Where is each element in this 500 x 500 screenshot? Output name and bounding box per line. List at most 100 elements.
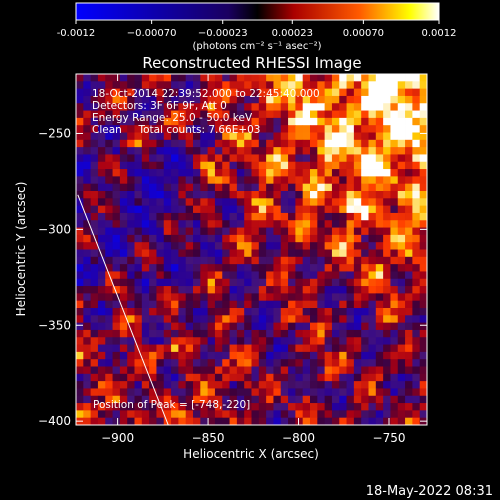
heatmap-cell <box>244 271 252 280</box>
heatmap-cell <box>280 139 289 148</box>
heatmap-cell <box>156 95 165 104</box>
heatmap-cell <box>207 95 216 104</box>
heatmap-cell <box>193 183 201 192</box>
heatmap-cell <box>397 183 406 192</box>
heatmap-cell <box>149 147 157 155</box>
heatmap-cell <box>90 344 99 353</box>
heatmap-cell <box>112 366 121 375</box>
heatmap-cell <box>119 271 128 280</box>
heatmap-cell <box>200 198 209 207</box>
heatmap-cell <box>141 366 150 375</box>
heatmap-cell <box>149 161 157 170</box>
heatmap-cell <box>171 329 179 338</box>
heatmap-cell <box>317 161 326 170</box>
heatmap-cell <box>97 88 106 97</box>
heatmap-cell <box>331 242 340 250</box>
heatmap-cell <box>200 234 209 243</box>
heatmap-cell <box>375 125 384 133</box>
heatmap-cell <box>163 278 172 287</box>
heatmap-cell <box>288 300 296 309</box>
heatmap-cell <box>163 74 172 82</box>
heatmap-cell <box>193 373 201 382</box>
heatmap-cell <box>222 351 230 360</box>
heatmap-cell <box>76 242 84 250</box>
heatmap-cell <box>390 212 399 221</box>
heatmap-cell <box>163 227 172 236</box>
heatmap-cell <box>383 373 391 382</box>
heatmap-cell <box>288 410 296 419</box>
heatmap-cell <box>331 249 340 258</box>
heatmap-cell <box>375 329 384 338</box>
heatmap-cell <box>397 191 406 199</box>
heatmap-cell <box>229 351 238 360</box>
heatmap-cell <box>317 315 326 324</box>
heatmap-cell <box>390 74 399 82</box>
heatmap-cell <box>258 169 267 177</box>
heatmap-cell <box>97 205 106 214</box>
heatmap-cell <box>273 161 282 170</box>
heatmap-cell <box>90 74 99 82</box>
heatmap-cell <box>302 286 311 294</box>
heatmap-cell <box>251 117 260 126</box>
heatmap-cell <box>229 403 238 411</box>
heatmap-cell <box>193 337 201 345</box>
heatmap-cell <box>266 139 274 148</box>
heatmap-cell <box>134 359 143 367</box>
heatmap-cell <box>229 395 238 404</box>
heatmap-cell <box>383 403 391 411</box>
heatmap-cell <box>375 403 384 411</box>
heatmap-cell <box>171 373 179 382</box>
y-tick-label: −250 <box>38 126 71 140</box>
heatmap-cell <box>193 315 201 324</box>
heatmap-cell <box>324 410 333 419</box>
heatmap-cell <box>258 88 267 97</box>
heatmap-cell <box>310 256 318 265</box>
heatmap-cell <box>310 147 318 155</box>
heatmap-cell <box>119 125 128 133</box>
heatmap-cell <box>185 103 194 111</box>
heatmap-cell <box>383 183 391 192</box>
heatmap-cell <box>273 388 282 397</box>
heatmap-cell <box>149 212 157 221</box>
heatmap-cell <box>127 300 135 309</box>
heatmap-cell <box>419 191 427 199</box>
heatmap-cell <box>119 403 128 411</box>
heatmap-cell <box>222 81 230 90</box>
heatmap-cell <box>141 132 150 141</box>
heatmap-cell <box>193 278 201 287</box>
heatmap-cell <box>214 337 223 345</box>
heatmap-cell <box>83 329 92 338</box>
heatmap-cell <box>258 322 267 331</box>
heatmap-cell <box>375 161 384 170</box>
heatmap-cell <box>346 117 355 126</box>
heatmap-cell <box>317 373 326 382</box>
heatmap-cell <box>97 191 106 199</box>
heatmap-cell <box>207 308 216 316</box>
heatmap-cell <box>258 191 267 199</box>
heatmap-cell <box>214 81 223 90</box>
heatmap-cell <box>244 286 252 294</box>
heatmap-cell <box>244 329 252 338</box>
heatmap-cell <box>331 351 340 360</box>
heatmap-cell <box>105 322 113 331</box>
heatmap-cell <box>397 344 406 353</box>
heatmap-cell <box>229 169 238 177</box>
heatmap-cell <box>383 191 391 199</box>
heatmap-cell <box>244 388 252 397</box>
heatmap-cell <box>134 395 143 404</box>
heatmap-cell <box>105 183 113 192</box>
heatmap-cell <box>258 256 267 265</box>
heatmap-cell <box>244 139 252 148</box>
heatmap-cell <box>83 286 92 294</box>
heatmap-cell <box>317 417 326 425</box>
heatmap-cell <box>405 212 413 221</box>
heatmap-cell <box>310 264 318 272</box>
heatmap-cell <box>222 125 230 133</box>
heatmap-cell <box>412 161 421 170</box>
heatmap-cell <box>141 81 150 90</box>
heatmap-cell <box>331 183 340 192</box>
heatmap-cell <box>156 125 165 133</box>
heatmap-cell <box>83 315 92 324</box>
heatmap-cell <box>383 110 391 119</box>
heatmap-cell <box>412 169 421 177</box>
